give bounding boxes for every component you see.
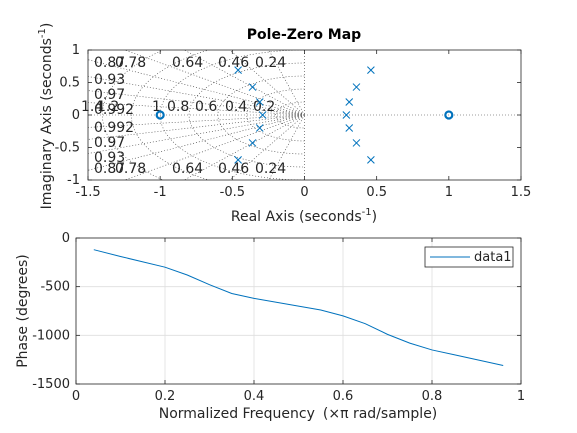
- y-tick-label: -1000: [32, 328, 70, 343]
- x-tick-label: 0.4: [244, 389, 265, 404]
- damping-label: 0.46: [218, 161, 249, 177]
- frequency-label: 0.6: [195, 99, 217, 115]
- chart-title: Pole-Zero Map: [247, 27, 361, 43]
- frequency-label: 0.2: [253, 99, 275, 115]
- frequency-label: 1.2: [97, 99, 119, 115]
- y-tick-label: -0.5: [55, 141, 80, 156]
- pole-marker: [352, 139, 361, 147]
- legend-label: data1: [474, 250, 512, 265]
- damping-label: 0.64: [172, 161, 203, 177]
- damping-ray: [88, 76, 305, 116]
- x-tick-label: 0: [300, 185, 308, 200]
- damping-label: 0.93: [94, 150, 125, 166]
- pole-zero-chart: Pole-Zero Map -1.5 -1 -0.5 0 0.5 1 1.5-1-0.500…: [37, 23, 532, 225]
- frequency-arc: [131, 50, 210, 180]
- damping-label: 0.87: [94, 161, 125, 177]
- pole-marker: [367, 66, 375, 75]
- y-tick-label: 0: [72, 108, 80, 123]
- damping-label: 0.78: [115, 161, 146, 177]
- damping-label: 0.46: [218, 55, 249, 71]
- y-tick-label: 1: [72, 43, 80, 58]
- damping-label: 0.78: [115, 55, 146, 71]
- damping-label: 0.97: [94, 87, 125, 103]
- x-axis-label: Normalized Frequency (×π rad/sample): [159, 406, 438, 422]
- damping-label: 0.64: [172, 55, 203, 71]
- pole-marker: [345, 124, 354, 132]
- pole-marker: [345, 98, 354, 106]
- frequency-label: 0.4: [225, 99, 247, 115]
- frequency-labels: 1.41.2 1 0.8 0.6 0.4 0.2: [81, 99, 275, 115]
- pole-marker: [255, 98, 264, 106]
- pole-marker: [255, 124, 264, 132]
- frequency-arc: [188, 62, 305, 168]
- phase-series: [93, 249, 504, 366]
- damping-label: 0.992: [94, 102, 134, 118]
- zero-marker: [155, 110, 165, 120]
- x-tick-label: 0.6: [333, 389, 354, 404]
- y-axis-label: Imaginary Axis (seconds-1): [37, 23, 55, 210]
- damping-label: 0.24: [255, 161, 286, 177]
- x-tick-label: 0.8: [422, 389, 443, 404]
- x-tick-label: 1: [445, 185, 453, 200]
- damping-label: 0.93: [94, 72, 125, 88]
- damping-label: 0.97: [94, 135, 125, 151]
- y-tick-label: -1500: [32, 377, 70, 392]
- damping-ray: [88, 59, 305, 116]
- damping-ray: [88, 114, 305, 171]
- pole-marker: [248, 83, 257, 91]
- pole-marker: [367, 155, 375, 164]
- y-tick-label: 0.5: [59, 76, 80, 91]
- frequency-label: 1.4: [81, 99, 103, 115]
- y-tick-label: -500: [40, 280, 70, 295]
- x-tick-label: -0.5: [220, 185, 245, 200]
- frequency-label: 1: [152, 99, 161, 115]
- y-axis-label: Phase (degrees): [15, 254, 31, 368]
- series-line: [93, 249, 504, 366]
- damping-grid: [88, 50, 521, 180]
- frequency-arc: [217, 75, 305, 155]
- x-axis-label: Real Axis (seconds-1): [231, 207, 377, 225]
- damping-ray: [88, 114, 305, 154]
- legend: data1: [424, 246, 514, 268]
- x-tick-label: 0.2: [155, 389, 176, 404]
- damping-label: 0.87: [94, 55, 125, 71]
- damping-ray: [88, 114, 305, 128]
- pole-marker: [352, 83, 361, 91]
- y-tick-label: -1: [67, 173, 80, 188]
- plot-frame: [75, 237, 522, 385]
- x-tick-label: 1.5: [511, 185, 532, 200]
- pole-marker: [234, 155, 242, 164]
- damping-label: 0.992: [94, 120, 134, 136]
- damping-label: 0.24: [255, 55, 286, 71]
- frequency-arc: [275, 101, 305, 129]
- pole-marker: [342, 111, 351, 119]
- frequency-label: 0.8: [167, 99, 189, 115]
- pole-marker: [234, 66, 242, 75]
- phase-chart: 0 0.2 0.4 0.6 0.8 1 -1500 -1000 -500 0 data1 Norm…: [15, 231, 525, 422]
- frequency-arc: [159, 50, 305, 180]
- phase-axes: 0 0.2 0.4 0.6 0.8 1 -1500 -1000 -500 0: [32, 231, 525, 404]
- x-tick-label: -1: [154, 185, 167, 200]
- x-tick-label: 0: [72, 389, 80, 404]
- x-tick-label: 1: [517, 389, 525, 404]
- x-tick-label: -1.5: [75, 185, 100, 200]
- pole-marker: [248, 139, 257, 147]
- y-tick-label: 0: [62, 231, 70, 246]
- x-tick-label: 0.5: [366, 185, 387, 200]
- grid-lines: [88, 50, 521, 180]
- pz-marks: [155, 66, 454, 164]
- damping-ray: [88, 102, 305, 116]
- pz-axes: -1.5 -1 -0.5 0 0.5 1 1.5-1-0.500.51: [55, 43, 532, 200]
- zero-marker: [444, 110, 454, 120]
- pole-marker: [258, 111, 267, 119]
